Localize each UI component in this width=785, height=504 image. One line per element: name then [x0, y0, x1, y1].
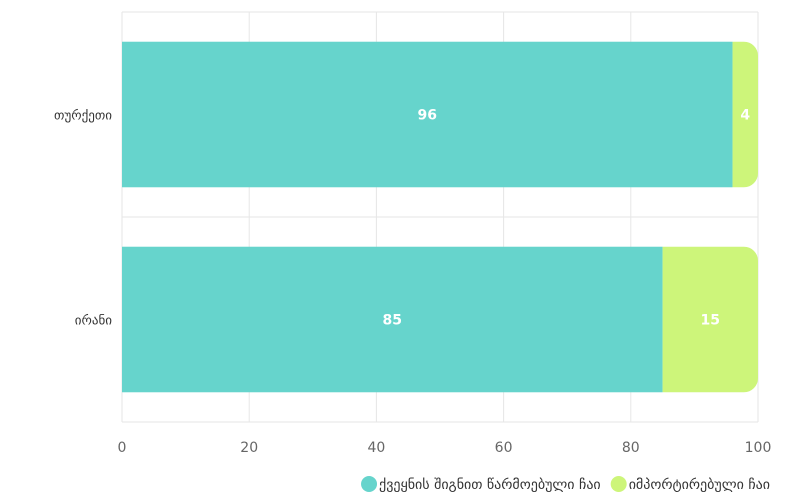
legend-marker: [610, 476, 627, 492]
data-label: 96: [418, 108, 437, 124]
x-tick-label: 20: [240, 440, 258, 456]
y-category-label: ირანი: [75, 314, 112, 329]
legend-item[interactable]: ქვეყნის შიგნით წარმოებული ჩაი: [361, 476, 601, 493]
bar-segment[interactable]: [122, 41, 733, 188]
data-label: 85: [383, 313, 402, 329]
legend-label: იმპორტირებული ჩაი: [629, 476, 770, 493]
data-label-layer: 96 4 85 15: [383, 108, 751, 329]
axis-layer: 0 20 40 60 80 100 თურქეთი ირანი: [54, 109, 771, 457]
x-tick-label: 40: [367, 440, 385, 456]
bar-segment[interactable]: [732, 41, 758, 188]
legend[interactable]: ქვეყნის შიგნით წარმოებული ჩაი იმპორტირებუ…: [361, 476, 770, 493]
x-tick-label: 100: [745, 440, 772, 456]
y-category-label: თურქეთი: [54, 109, 112, 124]
bar-segment[interactable]: [122, 246, 663, 393]
x-tick-label: 80: [622, 440, 640, 456]
bar-layer: [122, 41, 758, 393]
x-tick-label: 60: [495, 440, 513, 456]
data-label: 15: [701, 313, 720, 329]
x-tick-label: 0: [118, 440, 127, 456]
data-label: 4: [740, 108, 750, 124]
legend-label: ქვეყნის შიგნით წარმოებული ჩაი: [379, 476, 601, 493]
legend-item[interactable]: იმპორტირებული ჩაი: [610, 476, 770, 493]
legend-marker: [361, 476, 378, 492]
bar-segment[interactable]: [662, 246, 758, 393]
